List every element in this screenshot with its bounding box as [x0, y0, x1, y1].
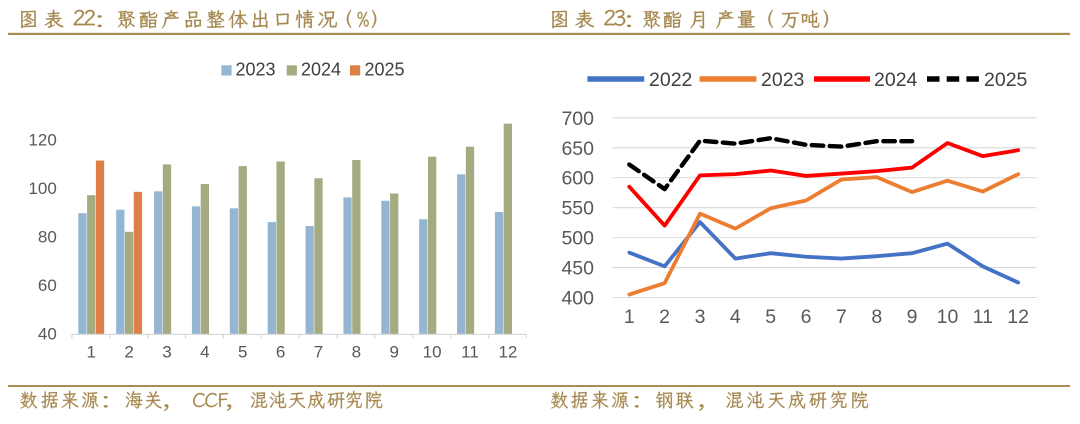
svg-text:2023: 2023 — [761, 69, 804, 91]
svg-text:10: 10 — [937, 306, 959, 328]
svg-text:100: 100 — [28, 179, 56, 198]
svg-text:11: 11 — [461, 343, 479, 362]
svg-text:2: 2 — [659, 306, 670, 328]
svg-text:3: 3 — [162, 343, 171, 362]
svg-text:2024: 2024 — [301, 60, 341, 80]
svg-text:650: 650 — [561, 138, 594, 160]
svg-text:2022: 2022 — [649, 69, 692, 91]
svg-text:3: 3 — [695, 306, 706, 328]
svg-text:2024: 2024 — [874, 69, 918, 91]
svg-text:120: 120 — [28, 131, 56, 150]
svg-text:550: 550 — [561, 198, 594, 220]
svg-text:60: 60 — [38, 276, 57, 295]
svg-text:4: 4 — [200, 343, 209, 362]
svg-text:4: 4 — [730, 306, 741, 328]
svg-text:2023: 2023 — [236, 60, 276, 80]
svg-text:8: 8 — [352, 343, 361, 362]
svg-text:11: 11 — [973, 306, 993, 328]
svg-text:7: 7 — [314, 343, 323, 362]
svg-text:450: 450 — [561, 258, 594, 280]
svg-text:40: 40 — [38, 325, 57, 344]
svg-text:2: 2 — [124, 343, 133, 362]
svg-text:1: 1 — [624, 306, 635, 328]
svg-text:6: 6 — [276, 343, 285, 362]
svg-text:700: 700 — [561, 108, 594, 130]
svg-text:6: 6 — [801, 306, 812, 328]
svg-text:80: 80 — [38, 228, 57, 247]
svg-text:10: 10 — [423, 343, 442, 362]
svg-text:2025: 2025 — [365, 60, 405, 80]
svg-text:9: 9 — [907, 306, 918, 328]
svg-text:400: 400 — [561, 288, 594, 310]
svg-text:7: 7 — [836, 306, 847, 328]
svg-text:1: 1 — [86, 343, 95, 362]
svg-text:8: 8 — [871, 306, 882, 328]
svg-text:5: 5 — [765, 306, 776, 328]
svg-text:600: 600 — [561, 168, 594, 190]
svg-text:12: 12 — [1007, 306, 1029, 328]
svg-text:2025: 2025 — [984, 69, 1028, 91]
svg-text:500: 500 — [561, 228, 594, 250]
svg-text:9: 9 — [389, 343, 398, 362]
svg-text:12: 12 — [498, 343, 517, 362]
svg-text:5: 5 — [238, 343, 247, 362]
